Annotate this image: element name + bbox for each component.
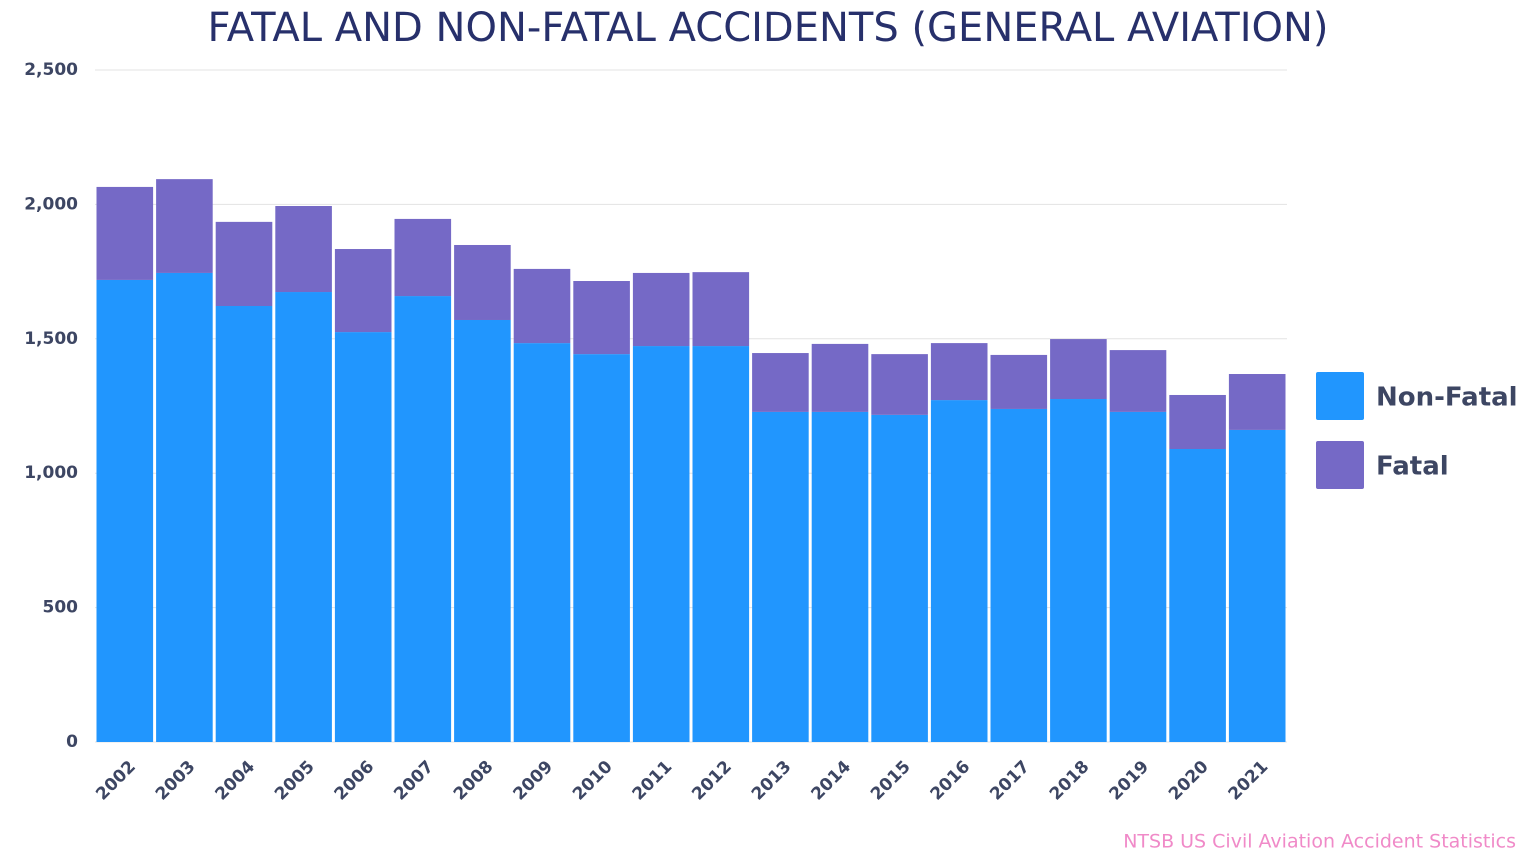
- bar-segment: [275, 292, 332, 742]
- bar-segment: [632, 272, 690, 347]
- legend-label: Non-Fatal: [1376, 383, 1518, 413]
- bar-segment: [692, 272, 750, 347]
- source: NTSB US Civil Aviation Accident Statisti…: [1123, 831, 1516, 853]
- bar-segment: [334, 332, 392, 742]
- bar-segment: [275, 206, 332, 293]
- x-tick-label: 2017: [986, 757, 1034, 805]
- x-tick-label: 2010: [569, 757, 617, 805]
- y-tick-label: 2,000: [24, 194, 78, 214]
- x-tick-label: 2009: [509, 757, 557, 805]
- chart-title: FATAL AND NON-FATAL ACCIDENTS (GENERAL A…: [207, 5, 1328, 51]
- legend-label: Fatal: [1376, 452, 1449, 482]
- x-tick-label: 2016: [927, 757, 975, 805]
- x-tick-label: 2011: [629, 757, 677, 805]
- x-tick-label: 2005: [271, 757, 319, 805]
- bar-segment: [811, 343, 869, 412]
- bar-segment: [1109, 411, 1167, 742]
- bar-segment: [1228, 374, 1286, 430]
- x-tick-label: 2004: [211, 757, 259, 805]
- x-tick-label: 2021: [1225, 757, 1273, 805]
- bar-segment: [752, 411, 809, 742]
- x-tick-label: 2014: [807, 757, 855, 805]
- legend-swatch: [1316, 372, 1364, 420]
- y-tick-label: 0: [66, 732, 78, 752]
- x-tick-label: 2015: [867, 757, 915, 805]
- x-tick-label: 2013: [748, 757, 796, 805]
- bar-segment: [454, 319, 511, 742]
- bar-segment: [752, 353, 809, 412]
- legend-swatch: [1316, 441, 1364, 489]
- x-tick-label: 2020: [1165, 757, 1213, 805]
- bar-segment: [990, 408, 1048, 742]
- bar-segment: [1050, 399, 1107, 742]
- x-tick-label: 2018: [1046, 757, 1094, 805]
- bar-segment: [394, 296, 452, 742]
- bar-segment: [215, 221, 273, 307]
- bar-segment: [871, 414, 928, 742]
- y-tick-label: 2,500: [24, 60, 78, 80]
- bar-segment: [632, 346, 690, 742]
- x-tick-label: 2008: [450, 757, 498, 805]
- x-tick-label: 2019: [1105, 757, 1153, 805]
- x-tick-label: 2002: [92, 757, 140, 805]
- bar-segment: [96, 186, 154, 280]
- y-tick-label: 1,500: [24, 329, 78, 349]
- x-tick-label: 2007: [390, 757, 438, 805]
- y-tick-label: 500: [43, 598, 79, 618]
- bar-segment: [990, 354, 1048, 409]
- bar-segment: [156, 179, 213, 273]
- bar-segment: [334, 249, 392, 333]
- bar-segment: [394, 218, 452, 297]
- bar-segment: [692, 346, 750, 742]
- bar-segment: [930, 400, 988, 742]
- bar-segment: [573, 281, 630, 355]
- bar-segment: [1109, 350, 1167, 412]
- bar-segment: [156, 272, 213, 742]
- y-tick-label: 1,000: [24, 463, 78, 483]
- x-tick-label: 2012: [688, 757, 736, 805]
- bar-segment: [513, 268, 571, 344]
- bar-segment: [96, 279, 154, 742]
- bar-segment: [454, 244, 511, 320]
- bar-segment: [513, 343, 571, 742]
- bar-segment: [930, 343, 988, 401]
- x-tick-label: 2006: [331, 757, 379, 805]
- bar-segment: [871, 354, 928, 415]
- bar-segment: [1169, 394, 1226, 450]
- bar-segment: [573, 354, 630, 742]
- x-tick-label: 2003: [152, 757, 200, 805]
- bar-segment: [1050, 339, 1107, 400]
- bar-segment: [215, 306, 273, 742]
- bar-segment: [1169, 449, 1226, 742]
- bar-segment: [1228, 429, 1286, 742]
- bar-segment: [811, 411, 869, 742]
